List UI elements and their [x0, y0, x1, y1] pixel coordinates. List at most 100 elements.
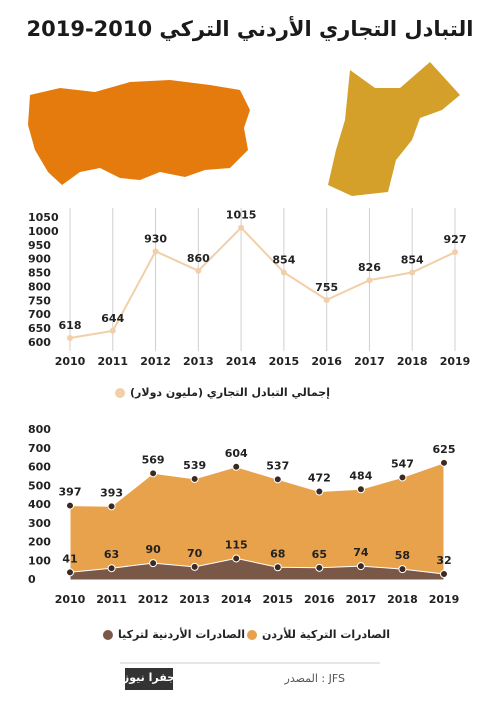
x-tick-label: 2010: [55, 355, 86, 368]
point: [315, 563, 324, 572]
value-label: 604: [225, 447, 248, 460]
y-tick-label: 950: [28, 239, 51, 252]
point: [315, 487, 324, 496]
x-tick-label: 2014: [221, 593, 252, 606]
y-tick-label: 600: [28, 461, 51, 474]
point: [149, 469, 158, 478]
x-tick-label: 2011: [96, 593, 127, 606]
title: التبادل التجاري الأردني التركي 2010-2019: [26, 15, 473, 42]
y-tick-label: 400: [28, 498, 51, 511]
value-label: 927: [444, 233, 467, 246]
x-tick-label: 2010: [55, 593, 86, 606]
line: [69, 226, 456, 339]
value-label: 755: [315, 281, 338, 294]
value-label: 70: [187, 547, 203, 560]
point: [398, 473, 407, 482]
jordan-map: [328, 62, 460, 196]
value-label: 393: [100, 486, 123, 499]
y-tick-label: 100: [28, 554, 51, 567]
point: [323, 296, 330, 303]
logo-box: [125, 668, 173, 690]
point: [273, 563, 282, 572]
legend-label: الصادرات الأردنية لتركيا: [118, 627, 245, 641]
point: [66, 501, 74, 510]
point: [280, 269, 287, 276]
y-tick-label: 700: [28, 308, 51, 321]
point: [152, 248, 159, 255]
y-tick-label: 300: [28, 517, 51, 530]
x-tick-label: 2019: [440, 355, 471, 368]
x-tick-label: 2019: [429, 593, 460, 606]
value-label: 618: [59, 319, 82, 332]
point: [452, 249, 458, 256]
point: [107, 564, 116, 573]
y-tick-label: 850: [28, 267, 51, 280]
x-tick-label: 2018: [397, 355, 428, 368]
value-label: 115: [225, 538, 248, 551]
point: [149, 559, 158, 568]
legend-label: إجمالي التبادل التجاري (مليون دولار): [130, 386, 330, 399]
value-label: 1015: [226, 209, 257, 222]
value-label: 537: [266, 459, 289, 472]
point: [440, 458, 448, 467]
y-tick-label: 1050: [28, 211, 59, 224]
y-tick-label: 650: [28, 322, 51, 335]
y-tick-label: 900: [28, 253, 51, 266]
value-label: 625: [433, 443, 456, 456]
point: [409, 269, 416, 276]
y-tick-label: 0: [28, 573, 36, 586]
value-label: 860: [187, 252, 210, 265]
point: [67, 335, 73, 341]
point: [190, 474, 199, 483]
turkey-map: [28, 80, 250, 185]
y-tick-label: 600: [28, 336, 51, 349]
value-label: 472: [308, 472, 331, 485]
value-label: 58: [395, 549, 410, 562]
point: [356, 562, 365, 571]
x-tick-label: 2015: [269, 355, 300, 368]
y-tick-label: 800: [28, 423, 51, 436]
x-tick-label: 2015: [262, 593, 293, 606]
value-label: 41: [62, 552, 77, 565]
point: [232, 462, 241, 471]
point: [107, 502, 116, 511]
x-tick-label: 2012: [138, 593, 169, 606]
point: [232, 554, 241, 563]
legend-marker: [115, 388, 126, 398]
value-label: 63: [104, 548, 119, 561]
x-tick-label: 2013: [183, 355, 214, 368]
x-tick-label: 2017: [354, 355, 385, 368]
value-label: 68: [270, 547, 285, 560]
point: [109, 327, 116, 334]
x-tick-label: 2018: [387, 593, 418, 606]
legend-marker: [247, 630, 258, 640]
x-tick-label: 2013: [179, 593, 210, 606]
point: [66, 568, 74, 577]
value-label: 397: [59, 486, 82, 499]
point: [440, 570, 448, 578]
value-label: 65: [312, 548, 327, 561]
value-label: 826: [358, 261, 381, 274]
x-tick-label: 2016: [304, 593, 335, 606]
value-label: 32: [436, 554, 451, 567]
value-label: 539: [183, 459, 206, 472]
value-label: 74: [353, 546, 369, 559]
value-label: 90: [145, 543, 161, 556]
legend-label: الصادرات التركية للأردن: [262, 627, 390, 641]
y-tick-label: 750: [28, 294, 51, 307]
value-label: 854: [272, 253, 295, 266]
x-tick-label: 2017: [346, 593, 377, 606]
point: [195, 267, 202, 274]
x-tick-label: 2014: [226, 355, 257, 368]
value-label: 854: [401, 253, 424, 266]
value-label: 569: [142, 453, 165, 466]
point: [366, 277, 373, 284]
point: [190, 562, 199, 571]
point: [398, 565, 407, 574]
point: [356, 485, 365, 494]
value-label: 484: [349, 469, 372, 482]
x-tick-label: 2011: [97, 355, 128, 368]
value-label: 547: [391, 457, 414, 470]
y-tick-label: 200: [28, 536, 51, 549]
